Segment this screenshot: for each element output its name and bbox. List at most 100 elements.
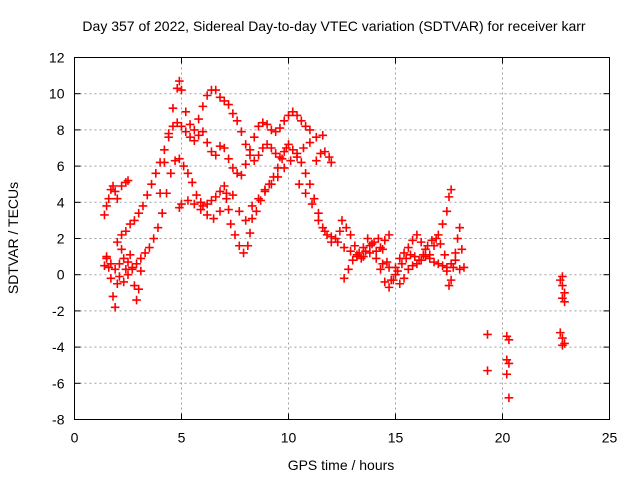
data-point (215, 93, 225, 102)
data-point (438, 219, 447, 229)
data-point (504, 335, 514, 345)
data-point (132, 295, 141, 305)
data-point (275, 123, 285, 133)
data-points (100, 76, 569, 403)
data-point (234, 207, 244, 216)
x-tick-label: 25 (602, 430, 618, 446)
y-tick-label: 12 (49, 50, 65, 66)
data-point (380, 277, 390, 287)
data-point (220, 96, 229, 106)
data-point (267, 179, 276, 189)
chart-title: Day 357 of 2022, Sidereal Day-to-day VTE… (82, 18, 585, 34)
data-point (209, 214, 218, 223)
data-point (172, 118, 182, 127)
data-point (215, 207, 225, 216)
data-point (237, 127, 246, 137)
y-tick-label: -4 (52, 339, 65, 355)
data-point (301, 188, 310, 198)
data-point (142, 190, 152, 200)
data-point (198, 102, 208, 111)
data-point (108, 292, 118, 301)
data-point (382, 257, 392, 267)
data-point (275, 152, 285, 162)
data-point (241, 159, 250, 169)
data-point (117, 181, 126, 191)
data-point (271, 149, 280, 158)
data-point (102, 201, 111, 211)
data-point (284, 111, 293, 120)
data-point (100, 210, 109, 220)
data-point (194, 114, 203, 124)
data-point (119, 254, 129, 263)
data-point (558, 281, 567, 290)
data-point (110, 187, 120, 196)
data-point (102, 252, 111, 261)
data-point (279, 163, 289, 173)
data-point (410, 252, 420, 261)
data-point (288, 145, 298, 155)
data-point (348, 255, 357, 265)
data-point (192, 190, 201, 200)
data-point (297, 116, 306, 126)
data-point (346, 230, 355, 240)
data-point (299, 143, 308, 153)
data-point (123, 270, 133, 279)
data-point (446, 275, 456, 285)
data-point (130, 281, 139, 290)
data-point (384, 283, 394, 292)
data-point (371, 254, 381, 263)
data-point (185, 132, 195, 142)
data-point (267, 143, 276, 153)
data-point (138, 201, 148, 211)
data-point (157, 208, 167, 218)
data-point (504, 393, 514, 403)
data-point (187, 178, 197, 187)
data-point (333, 237, 343, 247)
data-point (378, 245, 387, 254)
data-point (155, 188, 165, 198)
data-point (419, 250, 428, 260)
data-point (416, 237, 426, 247)
data-point (164, 129, 173, 138)
data-point (404, 264, 413, 274)
data-point (177, 199, 186, 209)
data-point (190, 136, 199, 146)
data-point (254, 194, 263, 203)
data-point (423, 241, 432, 251)
data-point (560, 288, 569, 298)
data-point (314, 208, 323, 218)
data-point (224, 205, 233, 214)
data-point (224, 154, 233, 164)
axis-ticks: -8 -6 -4 -2 0 2 4 6 8 10 12 0 5 10 15 20 25 (49, 50, 618, 446)
data-point (198, 127, 208, 137)
y-tick-label: 10 (49, 86, 65, 102)
data-point (371, 246, 381, 256)
data-point (305, 138, 315, 147)
data-point (414, 255, 424, 265)
y-axis-label: SDTVAR / TECUs (5, 182, 21, 294)
data-point (262, 140, 272, 149)
data-point (127, 263, 137, 272)
data-point (324, 152, 334, 162)
data-point (356, 254, 366, 263)
data-point (307, 199, 317, 209)
data-point (431, 234, 441, 243)
data-point (220, 143, 229, 153)
data-point (459, 263, 469, 272)
data-point (318, 131, 328, 140)
data-point (160, 145, 169, 155)
data-point (312, 132, 321, 142)
data-point (401, 254, 411, 263)
data-point (254, 150, 263, 160)
data-point (320, 226, 330, 236)
data-point (374, 234, 383, 243)
data-point (440, 250, 450, 260)
data-point (123, 257, 133, 267)
data-point (145, 243, 154, 252)
data-point (149, 234, 158, 243)
data-point (245, 150, 255, 160)
data-point (241, 216, 250, 225)
data-point (185, 120, 195, 129)
data-point (113, 194, 122, 203)
y-tick-label: -2 (52, 303, 65, 319)
